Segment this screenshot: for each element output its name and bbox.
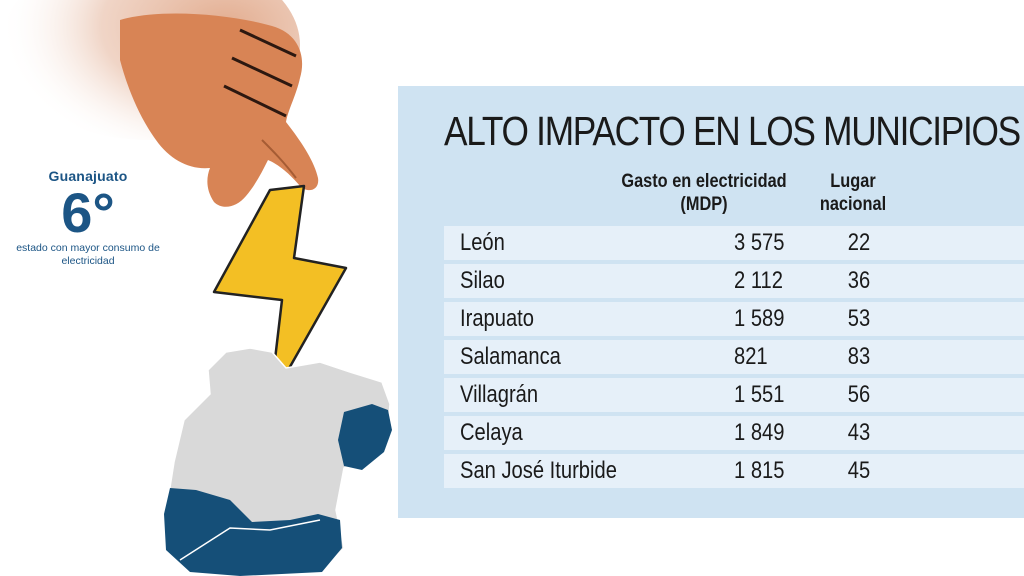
- electricity-spend: 1 815: [734, 457, 785, 484]
- municipality-name: Celaya: [460, 419, 523, 446]
- state-rank: 6°: [61, 181, 115, 244]
- national-rank: 43: [847, 419, 871, 446]
- table-row: León 3 575 22: [444, 226, 1024, 260]
- national-rank: 53: [847, 305, 871, 332]
- state-name: Guanajuato: [48, 168, 128, 184]
- municipality-name: San José Iturbide: [460, 457, 617, 484]
- national-rank: 56: [847, 381, 871, 408]
- municipality-name: Villagrán: [460, 381, 539, 408]
- electricity-spend: 1 849: [734, 419, 785, 446]
- national-rank: 83: [847, 343, 871, 370]
- column-header-rank: Lugar nacional: [819, 171, 887, 215]
- municipal-table-panel: ALTO IMPACTO EN LOS MUNICIPIOS Gasto en …: [398, 86, 1024, 518]
- state-stat: Guanajuato 6° estado con mayor consumo d…: [14, 168, 162, 268]
- table-title: ALTO IMPACTO EN LOS MUNICIPIOS: [444, 108, 1021, 154]
- table-row: Salamanca 821 83: [444, 340, 1024, 374]
- table-row: San José Iturbide 1 815 45: [444, 454, 1024, 488]
- electricity-spend: 1 551: [734, 381, 785, 408]
- table-rows: León 3 575 22 Silao 2 112 36 Irapuato 1 …: [444, 226, 1024, 492]
- national-rank: 22: [847, 229, 871, 256]
- column-header-spend: Gasto en electricidad (MDP): [621, 171, 787, 215]
- municipality-name: León: [460, 229, 505, 256]
- table-row: Silao 2 112 36: [444, 264, 1024, 298]
- electricity-spend: 2 112: [734, 267, 783, 294]
- table-row: Villagrán 1 551 56: [444, 378, 1024, 412]
- guanajuato-map-icon: [164, 347, 392, 576]
- state-caption: estado con mayor consumo de electricidad: [16, 242, 160, 267]
- lightning-bolt-icon: [212, 184, 348, 404]
- electricity-spend: 821: [734, 343, 768, 370]
- electricity-spend: 1 589: [734, 305, 785, 332]
- municipality-name: Salamanca: [460, 343, 561, 370]
- hand-icon: [120, 13, 319, 207]
- electricity-spend: 3 575: [734, 229, 785, 256]
- table-row: Irapuato 1 589 53: [444, 302, 1024, 336]
- national-rank: 36: [847, 267, 871, 294]
- municipality-name: Irapuato: [460, 305, 534, 332]
- national-rank: 45: [847, 457, 871, 484]
- table-row: Celaya 1 849 43: [444, 416, 1024, 450]
- municipality-name: Silao: [460, 267, 505, 294]
